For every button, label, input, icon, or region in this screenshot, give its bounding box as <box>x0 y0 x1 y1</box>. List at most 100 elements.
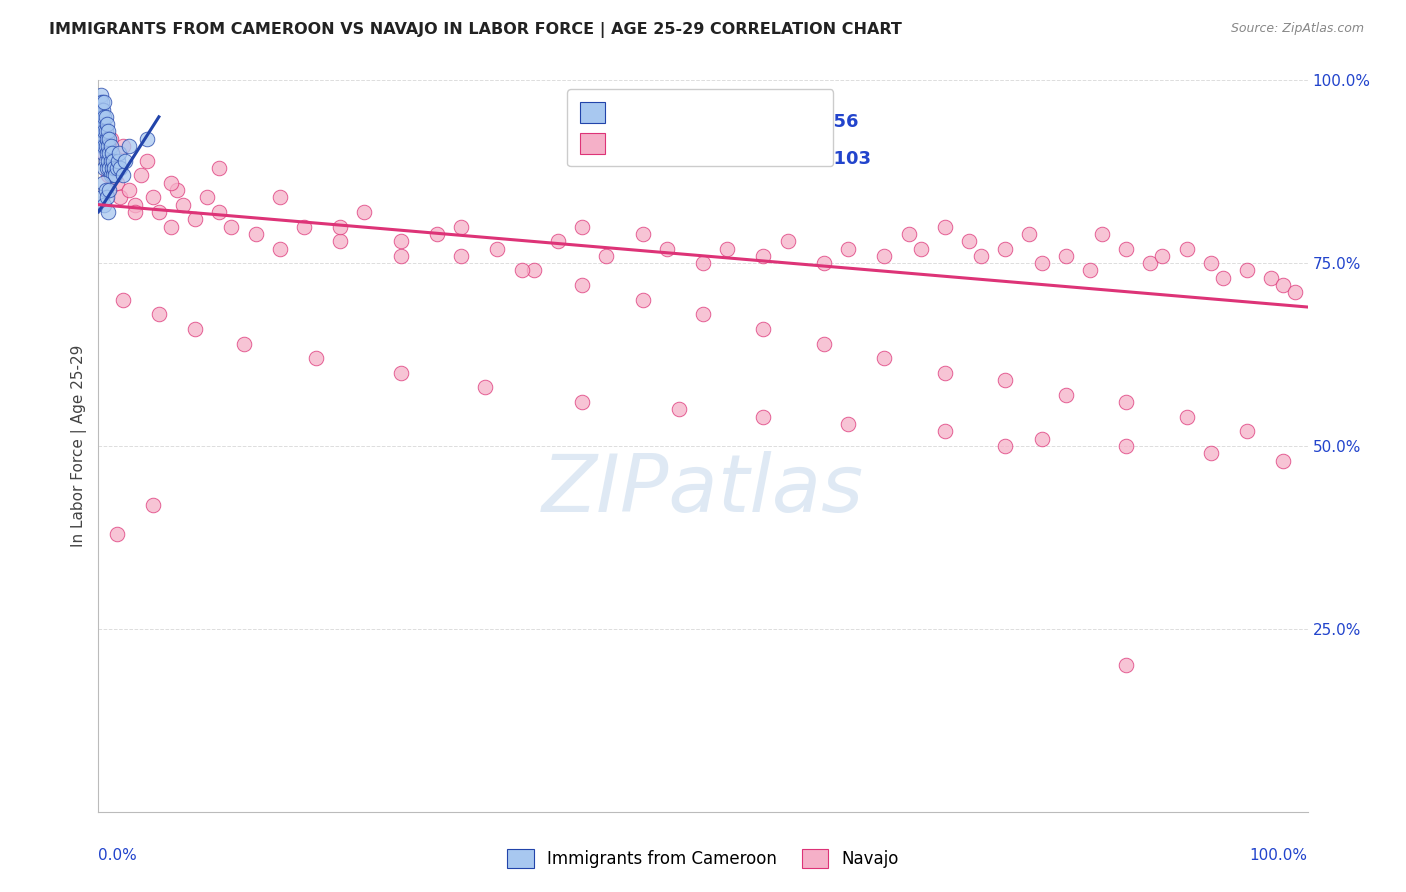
Text: R =: R = <box>637 150 675 168</box>
Point <box>752 322 775 336</box>
Point <box>994 242 1017 256</box>
Point <box>108 190 131 204</box>
Point <box>100 139 122 153</box>
Point <box>104 169 127 183</box>
Point <box>934 366 956 380</box>
Point <box>1199 446 1222 460</box>
Point <box>1054 249 1077 263</box>
Point <box>129 169 152 183</box>
Point <box>305 351 328 366</box>
Point <box>96 132 118 146</box>
Point <box>1199 256 1222 270</box>
Point <box>1054 388 1077 402</box>
Point <box>692 307 714 321</box>
Point <box>1272 453 1295 467</box>
Text: 100.0%: 100.0% <box>1250 848 1308 863</box>
Point <box>91 139 114 153</box>
Point <box>873 351 896 366</box>
Point <box>148 205 170 219</box>
Point <box>1031 432 1053 446</box>
Point <box>91 117 114 131</box>
Point <box>93 124 115 138</box>
Point <box>655 242 678 256</box>
Point <box>94 183 117 197</box>
Text: IMMIGRANTS FROM CAMEROON VS NAVAJO IN LABOR FORCE | AGE 25-29 CORRELATION CHART: IMMIGRANTS FROM CAMEROON VS NAVAJO IN LA… <box>49 22 903 38</box>
Point <box>486 242 509 256</box>
Point <box>269 242 291 256</box>
Point <box>195 190 218 204</box>
Point <box>208 161 231 175</box>
Text: N =: N = <box>763 150 815 168</box>
Point <box>100 153 122 168</box>
Point <box>97 153 120 168</box>
Point <box>813 256 835 270</box>
Point <box>111 293 134 307</box>
Point <box>1115 658 1137 673</box>
Point <box>1175 242 1198 256</box>
Point <box>97 124 120 138</box>
Point <box>571 395 593 409</box>
Point <box>692 256 714 270</box>
Point <box>523 263 546 277</box>
Point <box>91 190 114 204</box>
Point <box>94 124 117 138</box>
Point <box>111 169 134 183</box>
Point <box>90 103 112 117</box>
Point <box>752 249 775 263</box>
Point <box>970 249 993 263</box>
Point <box>97 169 120 183</box>
Point <box>1272 278 1295 293</box>
Point <box>96 161 118 175</box>
Point <box>97 205 120 219</box>
Point <box>837 242 859 256</box>
Point <box>221 219 243 234</box>
Point <box>245 227 267 241</box>
Point <box>105 161 128 175</box>
Point <box>93 161 115 175</box>
Point <box>353 205 375 219</box>
Point <box>160 176 183 190</box>
Point <box>1236 425 1258 439</box>
Point <box>571 278 593 293</box>
Point <box>184 212 207 227</box>
Legend:                                    ,                                    : , <box>567 89 834 166</box>
Point <box>547 234 569 248</box>
Point <box>107 153 129 168</box>
Point <box>1236 263 1258 277</box>
Point <box>208 205 231 219</box>
Point <box>111 139 134 153</box>
Point <box>89 95 111 110</box>
Point <box>142 190 165 204</box>
Point <box>91 103 114 117</box>
Point <box>114 153 136 168</box>
Point <box>98 146 121 161</box>
Point <box>101 153 124 168</box>
Point <box>93 110 115 124</box>
Point <box>1284 285 1306 300</box>
Point <box>1115 242 1137 256</box>
Point <box>994 439 1017 453</box>
Point <box>135 132 157 146</box>
Point <box>97 139 120 153</box>
Text: -0.281: -0.281 <box>693 150 758 168</box>
Point <box>1260 270 1282 285</box>
Text: ZIPatlas: ZIPatlas <box>541 450 865 529</box>
Point <box>389 234 412 248</box>
Point <box>148 307 170 321</box>
Point <box>1152 249 1174 263</box>
Point <box>100 132 122 146</box>
Y-axis label: In Labor Force | Age 25-29: In Labor Force | Age 25-29 <box>72 345 87 547</box>
Point <box>103 161 125 175</box>
Point <box>1115 439 1137 453</box>
Point <box>124 197 146 211</box>
Point <box>184 322 207 336</box>
Point <box>91 176 114 190</box>
Point <box>89 110 111 124</box>
Point <box>232 336 254 351</box>
Point <box>91 110 114 124</box>
Point <box>172 197 194 211</box>
Point <box>93 197 115 211</box>
Point <box>1175 409 1198 424</box>
Text: 0.354: 0.354 <box>693 113 751 131</box>
Text: 0.0%: 0.0% <box>98 848 138 863</box>
